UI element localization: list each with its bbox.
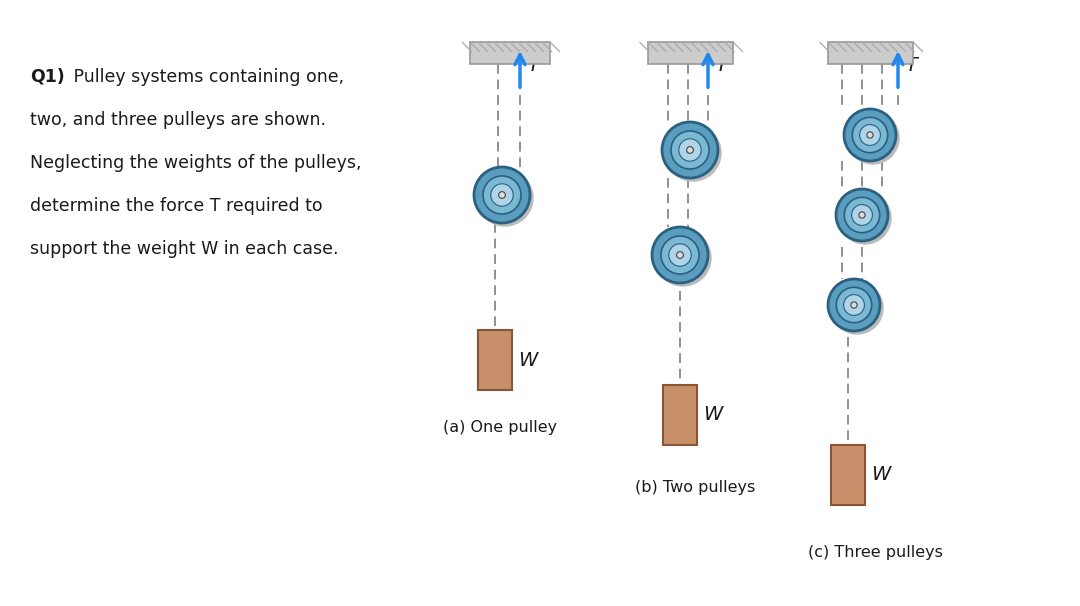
Text: Pulley systems containing one,: Pulley systems containing one, bbox=[68, 68, 345, 86]
Text: two, and three pulleys are shown.: two, and three pulleys are shown. bbox=[30, 111, 326, 129]
Text: (a) One pulley: (a) One pulley bbox=[443, 420, 557, 435]
Circle shape bbox=[847, 112, 899, 164]
Circle shape bbox=[662, 122, 718, 178]
Circle shape bbox=[852, 205, 873, 225]
Circle shape bbox=[843, 109, 896, 161]
Circle shape bbox=[859, 212, 865, 218]
Circle shape bbox=[828, 279, 880, 331]
Circle shape bbox=[867, 132, 873, 138]
Circle shape bbox=[665, 125, 721, 181]
Circle shape bbox=[490, 184, 513, 206]
Text: (b) Two pulleys: (b) Two pulleys bbox=[635, 480, 755, 495]
Circle shape bbox=[654, 230, 711, 286]
Circle shape bbox=[679, 139, 701, 161]
FancyBboxPatch shape bbox=[478, 330, 512, 390]
Text: W: W bbox=[703, 405, 723, 424]
FancyBboxPatch shape bbox=[827, 42, 913, 64]
Text: T: T bbox=[715, 56, 727, 75]
FancyBboxPatch shape bbox=[831, 445, 865, 505]
Circle shape bbox=[474, 167, 530, 223]
Circle shape bbox=[831, 282, 883, 334]
Circle shape bbox=[671, 131, 710, 169]
Text: Q1): Q1) bbox=[30, 68, 65, 86]
Text: (c) Three pulleys: (c) Three pulleys bbox=[808, 545, 943, 560]
Circle shape bbox=[687, 147, 693, 153]
Circle shape bbox=[852, 118, 888, 153]
Text: support the weight W in each case.: support the weight W in each case. bbox=[30, 240, 338, 258]
Circle shape bbox=[836, 287, 872, 322]
Circle shape bbox=[845, 198, 880, 233]
Text: T: T bbox=[527, 56, 539, 75]
Circle shape bbox=[652, 227, 708, 283]
Text: T: T bbox=[905, 56, 917, 75]
Circle shape bbox=[669, 244, 691, 266]
Text: W: W bbox=[870, 465, 890, 485]
FancyBboxPatch shape bbox=[648, 42, 732, 64]
Circle shape bbox=[843, 295, 864, 315]
Circle shape bbox=[661, 236, 699, 274]
FancyBboxPatch shape bbox=[663, 385, 697, 445]
Circle shape bbox=[499, 191, 505, 198]
FancyBboxPatch shape bbox=[470, 42, 550, 64]
Circle shape bbox=[836, 189, 888, 241]
Text: W: W bbox=[518, 350, 537, 370]
Text: Neglecting the weights of the pulleys,: Neglecting the weights of the pulleys, bbox=[30, 154, 362, 172]
Circle shape bbox=[483, 176, 521, 214]
Circle shape bbox=[851, 302, 858, 308]
Circle shape bbox=[839, 192, 891, 244]
Circle shape bbox=[477, 170, 534, 226]
Text: determine the force T required to: determine the force T required to bbox=[30, 197, 323, 215]
Circle shape bbox=[677, 251, 684, 258]
Circle shape bbox=[860, 125, 880, 145]
